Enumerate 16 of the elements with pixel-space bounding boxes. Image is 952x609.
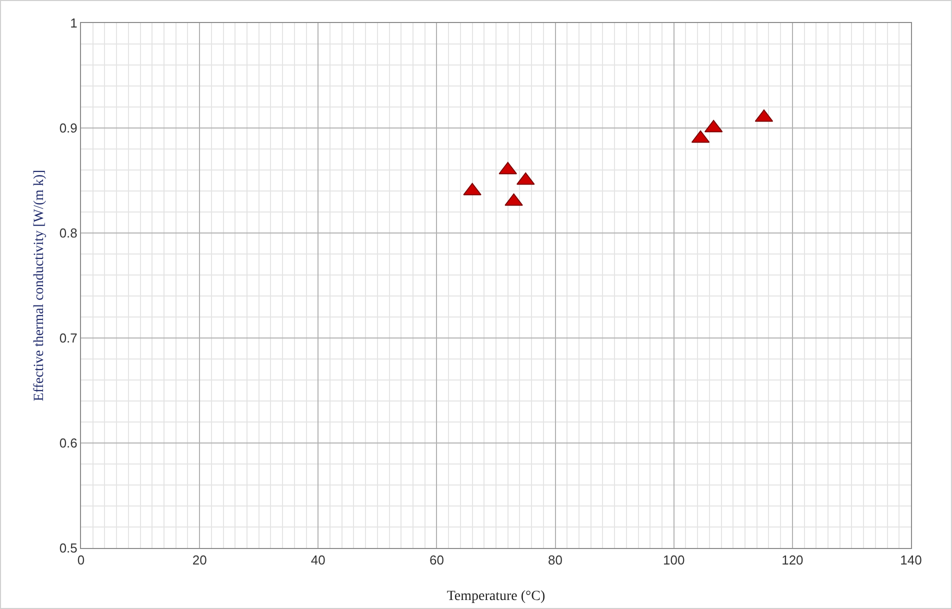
x-tick-label: 100	[663, 552, 685, 568]
y-tick-label: 0.8	[59, 226, 78, 241]
y-tick-label: 0.9	[59, 120, 78, 136]
x-tick-label: 40	[310, 552, 326, 568]
y-tick-label: 0.5	[59, 540, 78, 556]
y-tick-label: 0.6	[59, 436, 78, 451]
y-tick-label: 0.7	[59, 330, 78, 346]
x-tick-label: 0	[77, 552, 85, 568]
y-axis-title: Effective thermal conductivity [W/(m k)]	[32, 170, 47, 402]
x-axis-title: Temperature (°C)	[446, 589, 546, 604]
x-tick-label: 120	[782, 552, 804, 568]
y-tick-label: 1	[70, 16, 78, 31]
x-tick-label: 60	[429, 552, 444, 568]
x-tick-label: 140	[900, 552, 922, 568]
x-tick-label: 20	[192, 552, 207, 568]
x-tick-label: 80	[548, 552, 563, 568]
